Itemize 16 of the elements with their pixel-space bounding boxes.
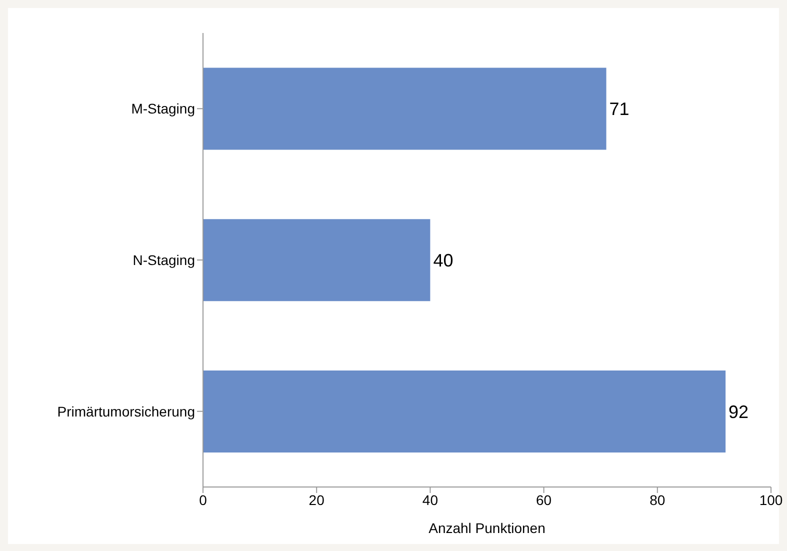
bar — [203, 68, 606, 150]
y-tick-label: N-Staging — [132, 252, 195, 268]
x-axis-title: Anzahl Punktionen — [428, 520, 546, 536]
x-tick-label: 20 — [308, 492, 325, 508]
x-tick-label: 40 — [422, 492, 438, 508]
data-label: 71 — [609, 99, 630, 120]
y-tick-label: M-Staging — [131, 100, 195, 117]
x-tick-label: 0 — [199, 492, 208, 508]
data-label: 92 — [728, 402, 749, 422]
x-tick-label: 60 — [536, 492, 552, 508]
x-tick-label: 80 — [650, 492, 666, 508]
y-tick-label: Primärtumorsicherung — [57, 403, 195, 420]
bar — [203, 219, 430, 302]
data-label: 40 — [433, 250, 454, 271]
x-tick-label: 100 — [759, 492, 783, 508]
bar — [203, 370, 726, 452]
